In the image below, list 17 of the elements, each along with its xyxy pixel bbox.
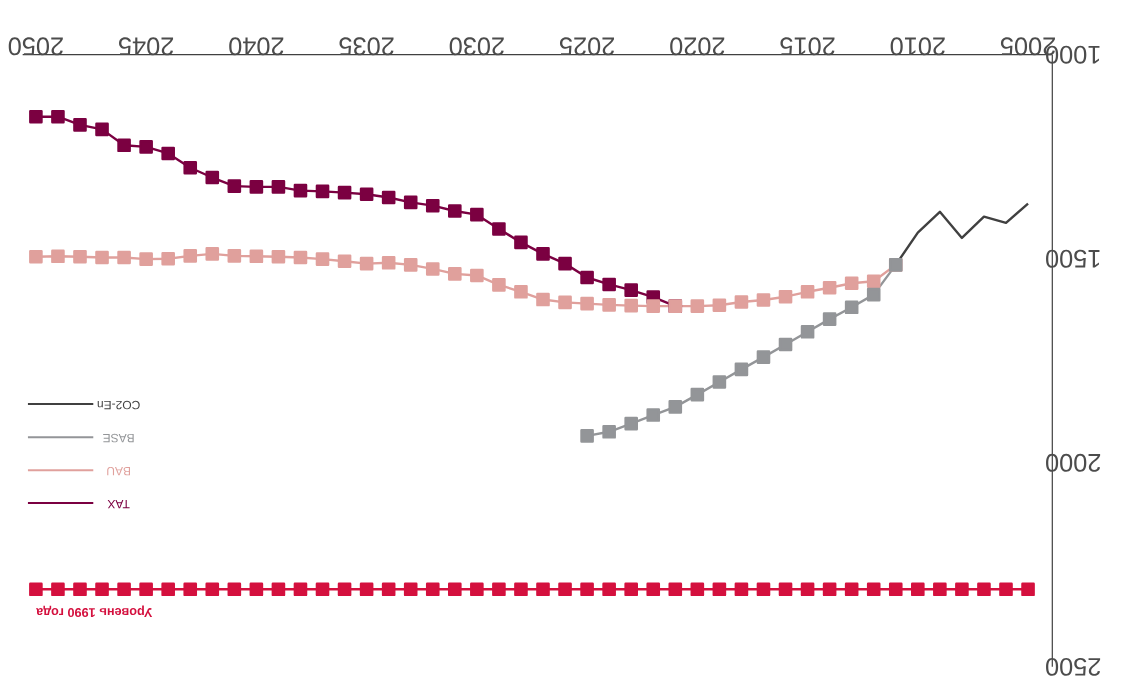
x-tick-label: 2035 — [339, 37, 394, 56]
x-tick-label: 2010 — [890, 37, 945, 56]
text: TAX — [107, 500, 130, 509]
y-tick-label: 2000 — [1046, 453, 1101, 472]
x-tick-label: 2030 — [449, 37, 504, 56]
y-tick-label: 2500 — [1046, 657, 1101, 676]
x-tick-label: 2045 — [119, 37, 174, 56]
x-tick-label: 2015 — [780, 37, 835, 56]
x-tick-label: 2040 — [229, 37, 284, 56]
x-tick-label: 2025 — [559, 37, 614, 56]
annotation: Уровень 1990 года — [36, 605, 153, 618]
x-tick-label: 2050 — [8, 37, 63, 56]
text: BASE — [103, 433, 134, 443]
x-tick-label: 2020 — [670, 37, 725, 56]
y-tick-label: 1500 — [1046, 249, 1100, 268]
text: BAU — [107, 466, 130, 476]
text: CO2-En — [97, 400, 140, 410]
